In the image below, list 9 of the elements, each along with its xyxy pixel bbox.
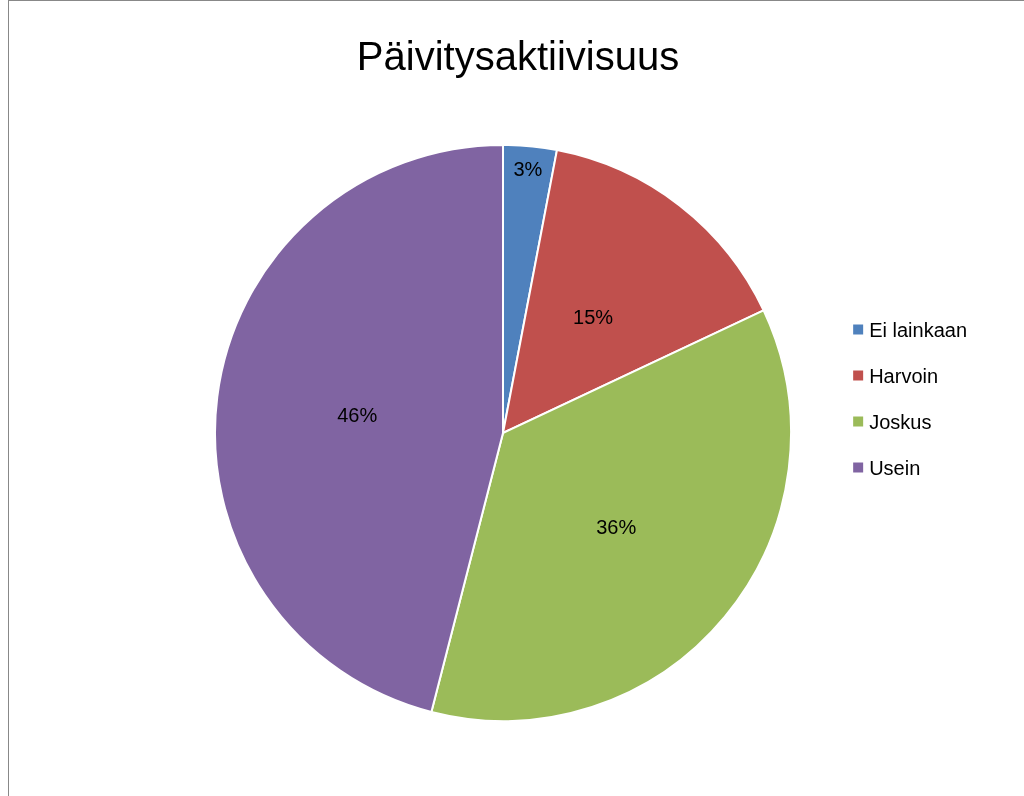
data-label: 3%: [513, 158, 543, 181]
legend-label: Harvoin: [869, 364, 939, 387]
data-label: 36%: [596, 515, 637, 538]
data-label: 15%: [573, 305, 614, 328]
legend-label: Ei lainkaan: [869, 318, 967, 341]
data-label: 46%: [337, 403, 378, 426]
legend-label: Joskus: [869, 410, 932, 433]
legend-label: Usein: [869, 456, 921, 479]
chart-title: Päivitysaktiivisuus: [356, 34, 680, 78]
